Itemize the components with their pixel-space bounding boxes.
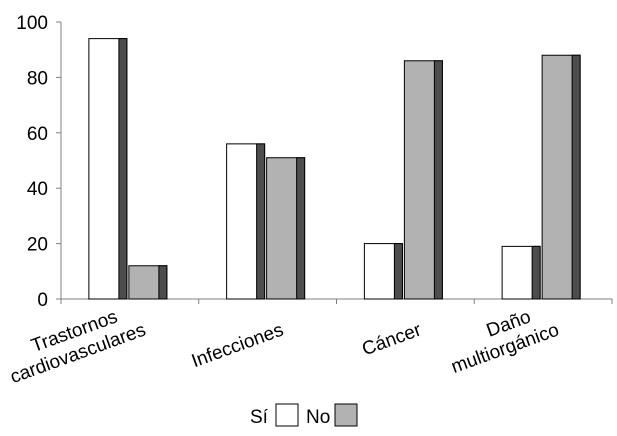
bar-no — [128, 265, 168, 300]
bar-shade — [571, 54, 581, 300]
y-tick-label: 20 — [27, 235, 48, 256]
y-tick-label: 0 — [37, 290, 48, 311]
chart-legend: Sí No — [250, 403, 358, 428]
bar-shade — [433, 60, 443, 300]
legend-label-no: No — [306, 407, 330, 428]
bar-shade — [256, 143, 266, 300]
legend-label-si: Sí — [250, 407, 269, 428]
bar-shade — [118, 38, 128, 300]
bar-no — [541, 54, 581, 300]
bar-si — [88, 38, 128, 300]
bar-no — [403, 60, 443, 300]
y-tick-label: 60 — [27, 124, 48, 145]
y-axis-ticks: 0 20 40 60 80 100 — [16, 13, 61, 311]
y-tick-label: 100 — [16, 13, 48, 34]
legend-swatch-si — [275, 403, 299, 427]
bar-shade — [393, 243, 403, 300]
bar-no — [266, 157, 306, 300]
y-tick-label: 80 — [27, 68, 48, 89]
bar-shade — [531, 245, 541, 300]
chart-bars — [88, 38, 581, 300]
bar-shade — [296, 157, 306, 300]
bar-si — [501, 245, 541, 300]
x-category-label: Infecciones — [189, 320, 287, 373]
y-tick-label: 40 — [27, 179, 48, 200]
bar-si — [363, 243, 403, 300]
x-category-label-line: Infecciones — [189, 320, 287, 373]
x-category-label: Cáncer — [359, 319, 424, 360]
bar-si — [226, 143, 266, 300]
x-category-label-line: Cáncer — [359, 319, 424, 360]
bar-shade — [158, 265, 168, 300]
legend-swatch-no — [334, 403, 358, 427]
